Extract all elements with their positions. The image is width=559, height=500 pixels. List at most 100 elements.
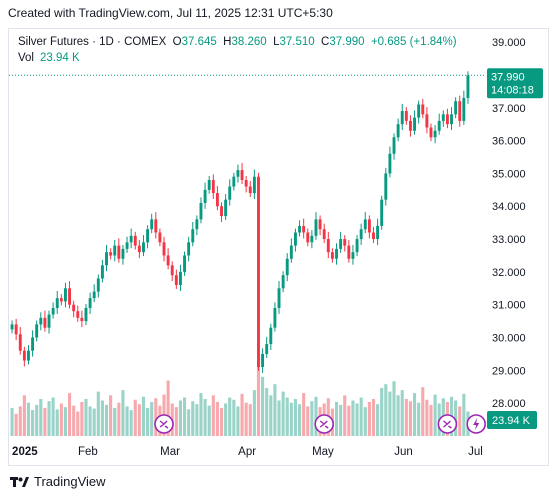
- candle-body: [293, 232, 297, 246]
- candle-body: [281, 275, 285, 289]
- candle-body: [318, 219, 322, 230]
- candle-body: [10, 324, 14, 330]
- candle-body: [388, 153, 392, 174]
- volume-bar: [26, 402, 31, 436]
- candle: [314, 212, 318, 240]
- candle: [248, 180, 252, 198]
- volume-bar: [367, 401, 371, 436]
- volume-bar: [125, 406, 129, 436]
- candle-body: [142, 242, 145, 253]
- candle: [277, 281, 281, 314]
- price-tick-label: 32.000: [492, 267, 526, 279]
- volume-bar: [355, 403, 359, 436]
- candle: [207, 176, 211, 194]
- volume-bar: [146, 407, 150, 436]
- candle-body: [43, 317, 47, 328]
- candle-body: [351, 252, 355, 259]
- close-value: 37.990: [329, 36, 365, 48]
- volume-bar: [285, 397, 289, 436]
- volume-bar: [343, 395, 347, 436]
- candle-body: [252, 176, 256, 194]
- split-event-icon[interactable]: [437, 414, 458, 434]
- candle-body: [121, 248, 125, 259]
- candle: [18, 327, 22, 355]
- candle: [269, 323, 273, 351]
- candle: [59, 294, 63, 306]
- volume-bar: [39, 399, 43, 436]
- volume-bar: [63, 407, 67, 436]
- candle-body: [100, 265, 104, 279]
- candle-body: [408, 120, 412, 131]
- candle: [351, 244, 355, 265]
- candle: [367, 215, 371, 239]
- candle-body: [154, 219, 158, 233]
- candle: [236, 164, 240, 183]
- candle-body: [330, 252, 334, 259]
- candle: [174, 269, 178, 289]
- volume-bar: [129, 410, 133, 436]
- candle-body: [92, 291, 96, 299]
- candle: [285, 253, 289, 282]
- price-tick-label: 36.000: [492, 136, 526, 148]
- volume-bar: [376, 404, 380, 436]
- high-label: H: [223, 36, 232, 48]
- candle: [306, 228, 310, 247]
- candle: [133, 231, 137, 250]
- volume-bar: [421, 387, 425, 436]
- candle: [100, 259, 104, 283]
- volume-bar: [31, 410, 35, 436]
- volume-bar: [392, 381, 396, 436]
- candle: [142, 235, 145, 257]
- candle: [310, 230, 314, 249]
- candle: [335, 243, 338, 265]
- candle: [55, 290, 59, 314]
- candle-body: [105, 252, 108, 266]
- candle: [244, 176, 248, 193]
- candle: [125, 236, 129, 253]
- candle: [359, 223, 363, 245]
- price-tick-label: 30.000: [492, 333, 526, 345]
- price-tick-label: 39.000: [492, 37, 526, 49]
- dividend-event-icon[interactable]: [466, 414, 486, 434]
- candle-body: [215, 193, 219, 207]
- price-tick-label: 33.000: [492, 234, 526, 246]
- candle-body: [96, 278, 100, 292]
- candle-body: [220, 206, 223, 217]
- candle-body: [117, 245, 121, 259]
- candle: [466, 71, 470, 104]
- candle-body: [150, 219, 154, 230]
- candle-body: [277, 288, 281, 308]
- tradingview-footer[interactable]: TradingView: [10, 474, 106, 489]
- time-tick-label: Feb: [78, 446, 98, 458]
- time-tick-label: Apr: [238, 446, 256, 458]
- candle: [183, 251, 187, 276]
- candle-body: [207, 179, 211, 190]
- candle-body: [174, 275, 178, 286]
- volume-bar: [240, 393, 244, 436]
- candle: [113, 240, 117, 262]
- volume-badge: [487, 411, 537, 429]
- candle-body: [84, 307, 88, 322]
- candle: [14, 318, 18, 341]
- volume-badge-text: 23.94 K: [492, 415, 531, 427]
- volume-bar: [265, 387, 269, 436]
- candle-body: [433, 130, 437, 138]
- candle: [293, 228, 297, 252]
- time-tick-label: Jun: [394, 446, 413, 458]
- candle-body: [298, 225, 302, 233]
- volume-bar: [59, 403, 63, 436]
- volume-bar: [80, 401, 84, 436]
- volume-bar: [244, 402, 248, 436]
- candle-body: [302, 225, 306, 233]
- split-event-icon[interactable]: [314, 414, 334, 434]
- volume-bar: [248, 404, 252, 436]
- candle: [129, 228, 133, 249]
- split-event-icon[interactable]: [154, 414, 174, 434]
- axis-badges: 37.990 14:08:18 23.94 K: [9, 68, 543, 429]
- last-price-text: 37.990: [491, 71, 525, 83]
- candle: [178, 264, 182, 291]
- candle: [450, 107, 453, 131]
- volume-bar: [310, 401, 314, 436]
- tradingview-brand: TradingView: [34, 474, 106, 489]
